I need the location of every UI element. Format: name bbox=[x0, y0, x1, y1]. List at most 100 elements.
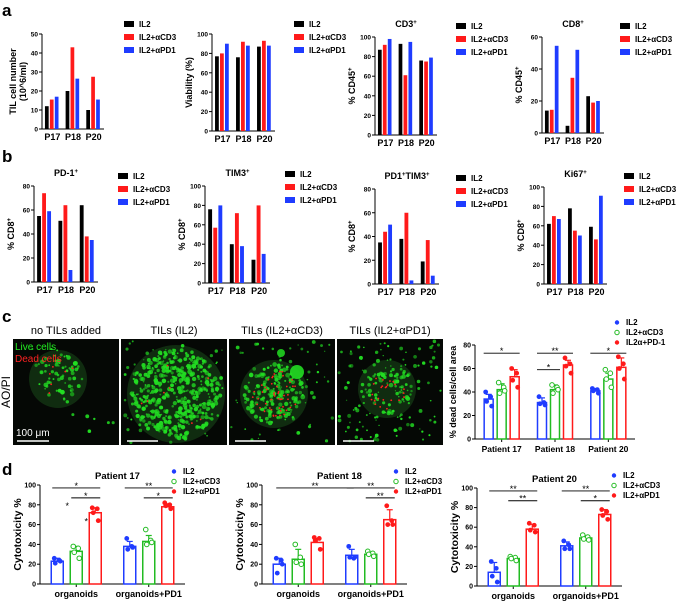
bar-il2-p20 bbox=[420, 261, 425, 284]
data-point bbox=[536, 394, 542, 400]
legend-label: IL2+αCD3 bbox=[623, 481, 661, 490]
legend-marker bbox=[614, 329, 620, 336]
bar-il2-cd3-p17 bbox=[220, 53, 224, 131]
bar-il2-p17 bbox=[544, 110, 549, 133]
bar-il2-cd3-p17 bbox=[49, 99, 54, 129]
bar-il2-pd1-p18 bbox=[577, 235, 582, 284]
legend-label: IL2+αPD1 bbox=[133, 198, 170, 207]
significance-label: ** bbox=[551, 346, 559, 356]
legend-swatch bbox=[456, 36, 466, 42]
legend-swatch bbox=[124, 34, 134, 40]
y-tick-label: 60 bbox=[23, 208, 31, 215]
data-point bbox=[279, 561, 285, 567]
y-axis-label: % CD45+ bbox=[514, 66, 524, 104]
y-tick-label: 20 bbox=[465, 564, 473, 571]
bar-il2-pd1-p17 bbox=[388, 224, 393, 284]
chart-title: CD3+ bbox=[395, 19, 417, 29]
data-point bbox=[95, 518, 101, 524]
y-tick-label: 80 bbox=[28, 502, 36, 509]
x-tick-label: P20 bbox=[79, 285, 95, 295]
x-tick-label: P20 bbox=[420, 287, 436, 297]
legend-label: IL2+αCD3 bbox=[183, 477, 221, 486]
bar-il2-p20 bbox=[79, 205, 84, 282]
data-point bbox=[563, 363, 569, 369]
x-tick-label: Patient 20 bbox=[588, 444, 628, 454]
data-point bbox=[531, 522, 537, 528]
y-tick-label: 0 bbox=[469, 584, 473, 591]
bar-il2-cd3 bbox=[579, 537, 593, 587]
legend-label: IL2 bbox=[626, 318, 638, 327]
legend-marker bbox=[393, 489, 399, 494]
data-point bbox=[385, 522, 391, 527]
chart-title: TIM3+ bbox=[225, 168, 250, 178]
bar-il2 bbox=[560, 545, 574, 587]
legend-label: IL2 bbox=[133, 172, 145, 181]
y-tick-label: 80 bbox=[23, 184, 31, 191]
legend-label: IL2 bbox=[623, 471, 635, 480]
legend-label: IL2 bbox=[639, 172, 651, 181]
data-point bbox=[562, 355, 568, 361]
x-tick-label: organoids bbox=[276, 589, 320, 599]
y-axis-label: Cytotoxicity % bbox=[449, 500, 461, 573]
bar-il2-pd1-p20 bbox=[96, 99, 100, 129]
panel-label-a: a bbox=[2, 1, 12, 20]
x-tick-label: P17 bbox=[377, 138, 393, 148]
data-point bbox=[51, 555, 57, 561]
data-point bbox=[346, 543, 352, 549]
y-tick-label: 40 bbox=[465, 544, 473, 551]
bar-il2-cd3-p18 bbox=[403, 75, 408, 135]
data-point bbox=[513, 557, 520, 564]
data-point bbox=[274, 570, 280, 576]
bar-il2-p18 bbox=[236, 57, 240, 131]
data-point bbox=[370, 553, 377, 560]
y-tick-label: 20 bbox=[533, 262, 541, 269]
data-point bbox=[607, 370, 614, 377]
data-point bbox=[514, 370, 520, 376]
chart-title: PD-1+ bbox=[54, 168, 79, 178]
data-point bbox=[292, 541, 299, 548]
data-point bbox=[542, 402, 548, 408]
y-tick-label: 40 bbox=[23, 232, 31, 239]
data-point bbox=[603, 376, 610, 382]
bar-il2-cd3-p18 bbox=[404, 212, 409, 284]
legend-label: IL2+αPD1 bbox=[139, 46, 176, 55]
legend-label: IL2 bbox=[471, 22, 483, 31]
bar-il2-p17 bbox=[215, 56, 219, 132]
y-tick-label: 100 bbox=[190, 184, 201, 191]
legend-swatch bbox=[624, 199, 634, 205]
legend-label: IL2+αPD1 bbox=[639, 198, 676, 207]
data-point bbox=[580, 536, 587, 542]
x-tick-label: P18 bbox=[229, 286, 245, 296]
chart-title: CD8+ bbox=[562, 19, 584, 29]
y-tick-label: 80 bbox=[250, 502, 258, 509]
chart-b1: 0 20 40 60 80 P17 P18 P20 % CD8+ PD-1+ IL2 IL2+αCD3… bbox=[6, 168, 171, 295]
bar-il2-pd1-p18 bbox=[408, 41, 413, 135]
data-point bbox=[125, 546, 131, 552]
x-tick-label: P18 bbox=[398, 138, 414, 148]
data-point bbox=[616, 366, 622, 371]
x-tick-label: P17 bbox=[214, 134, 230, 144]
y-axis-label: % CD8+ bbox=[6, 218, 16, 251]
y-axis-label: TIL cell number(10^6/ml) bbox=[8, 48, 28, 115]
x-tick-label: P17 bbox=[208, 286, 224, 296]
x-tick-label: P18 bbox=[567, 287, 583, 297]
bar-il2 bbox=[123, 545, 137, 585]
significance-label: ** bbox=[519, 494, 527, 504]
bar-il2-pd1 bbox=[525, 528, 539, 587]
data-point bbox=[70, 543, 77, 550]
data-point bbox=[390, 522, 396, 527]
y-tick-label: 80 bbox=[201, 51, 209, 58]
data-point bbox=[495, 379, 502, 386]
legend-swatch bbox=[620, 36, 630, 42]
data-point bbox=[562, 546, 568, 552]
data-point bbox=[293, 559, 300, 566]
data-point bbox=[90, 510, 96, 516]
chart-a4: 0 20 40 60 P17 P18 P20 % CD45+ CD8+ IL2 IL2+αCD3 IL… bbox=[514, 19, 673, 146]
data-point bbox=[316, 536, 322, 541]
bar-il2-p17 bbox=[377, 49, 382, 135]
bar-il2-p18 bbox=[398, 43, 403, 135]
legend-label: IL2 bbox=[405, 467, 417, 476]
legend-marker bbox=[611, 493, 617, 498]
y-tick-label: 20 bbox=[201, 109, 209, 116]
bar-il2-cd3-p18 bbox=[570, 77, 575, 133]
